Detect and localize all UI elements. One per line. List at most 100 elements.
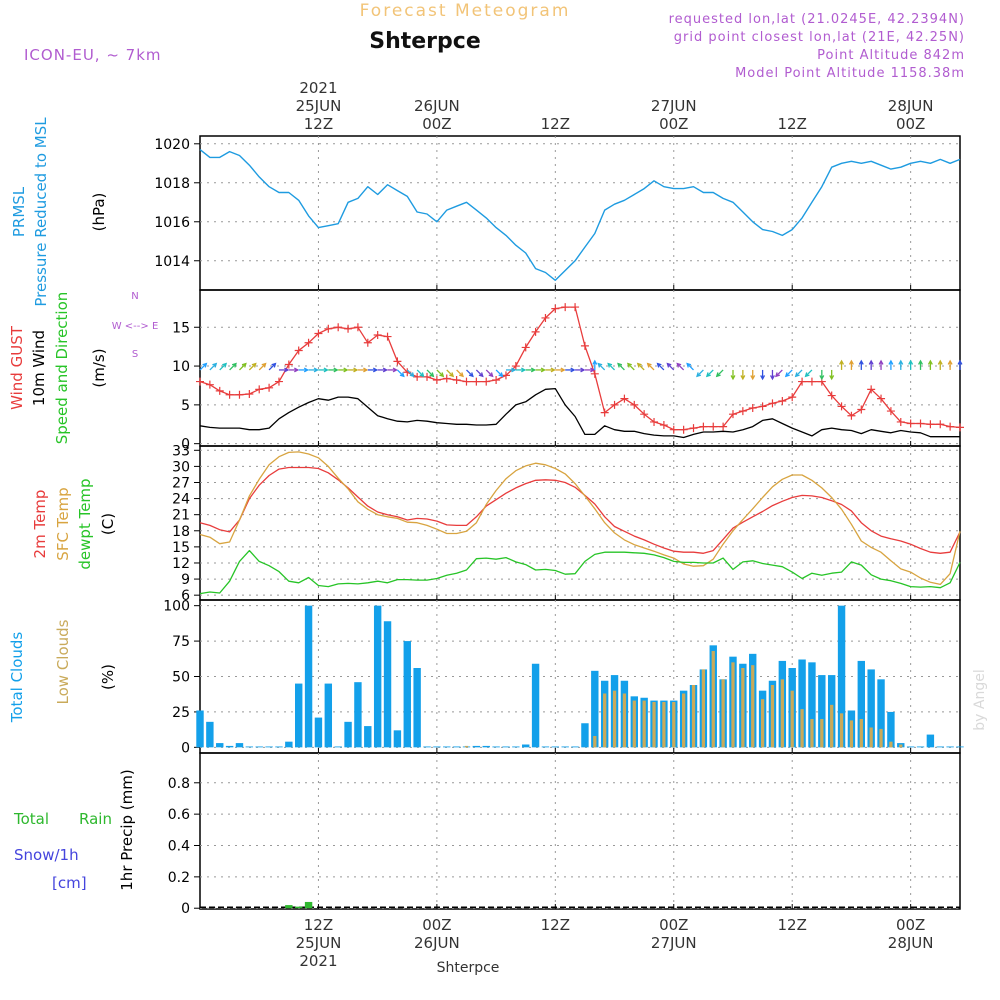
gust-marker	[926, 420, 935, 429]
total-cloud-bar	[423, 746, 431, 748]
low-cloud-bar	[662, 702, 666, 748]
y-tick-label: 25	[172, 705, 190, 721]
low-cloud-bar	[701, 669, 706, 748]
wind-direction-arrow	[258, 363, 267, 371]
low-cloud-bar	[899, 744, 903, 748]
gust-marker	[798, 377, 807, 386]
panel-frame	[199, 752, 961, 910]
gust-marker	[877, 394, 886, 403]
gust-marker	[501, 371, 510, 380]
total-cloud-bar	[393, 730, 402, 748]
panel-frame	[199, 135, 961, 291]
total-cloud-bar	[255, 746, 263, 748]
wind-direction-arrow	[627, 363, 635, 371]
gust-marker	[393, 357, 402, 366]
header: Forecast Meteogram Shterpce ICON-EU, ~ 7…	[24, 1, 988, 976]
wind-direction-arrowhead	[419, 372, 425, 378]
bottom-time-label: 12Z	[304, 916, 333, 934]
pressure-labels: PRMSL Pressure Reduced to MSL (hPa)	[10, 117, 108, 307]
wind-direction-arrow	[495, 369, 503, 377]
total-cloud-bar	[926, 734, 935, 748]
top-time-label: 28JUN	[888, 97, 934, 115]
wind-direction-arrow	[686, 363, 694, 371]
rain-bar	[285, 905, 293, 909]
wind-direction-arrowhead	[927, 359, 933, 365]
low-cloud-bar	[464, 745, 469, 748]
gust-marker	[738, 407, 747, 416]
low-cloud-bar	[869, 727, 873, 748]
total-cloud-bar	[324, 683, 333, 748]
gust-marker	[679, 425, 688, 434]
low-cloud-bar	[830, 704, 834, 748]
dewpoint-line	[199, 549, 961, 595]
top-time-label: 00Z	[422, 115, 451, 133]
low-cloud-bar	[711, 651, 715, 748]
wind-gust-label: Wind GUST	[8, 325, 26, 410]
gust-marker	[472, 377, 481, 386]
low-cloud-bar	[593, 736, 597, 748]
low-cloud-bar	[760, 699, 765, 748]
wind-direction-arrow	[396, 369, 405, 377]
precip-axis-label: 1hr Precip (mm)	[118, 769, 136, 890]
gust-marker	[788, 393, 797, 402]
gust-marker	[916, 419, 925, 428]
compass-north: N	[131, 291, 138, 302]
wind-direction-arrowhead	[597, 362, 603, 368]
gust-marker	[344, 324, 353, 333]
y-tick-label: 15	[172, 320, 190, 336]
total-cloud-bar	[571, 746, 579, 748]
wind-direction-arrowhead	[261, 362, 267, 368]
gust-marker	[758, 402, 767, 411]
total-cloud-bar	[354, 682, 362, 748]
wind-10m-line	[199, 387, 960, 439]
gust-marker	[442, 374, 451, 383]
wind-direction-arrow	[475, 369, 484, 377]
gust-marker	[541, 313, 550, 322]
total-cloud-bar	[531, 663, 540, 748]
wind-direction-arrowhead	[784, 372, 790, 378]
y-tick-label: 1014	[154, 254, 190, 270]
bottom-location-label: Shterpce	[437, 960, 500, 976]
low-cloud-bar	[770, 685, 775, 748]
gust-marker	[778, 396, 787, 405]
gust-marker	[383, 332, 392, 341]
wind-direction-arrowhead	[313, 367, 319, 373]
gust-marker	[857, 405, 866, 414]
gust-marker	[768, 399, 777, 408]
wind-direction-arrow	[716, 369, 724, 377]
wind-direction-arrow	[805, 369, 813, 377]
wind-direction-arrow	[597, 363, 606, 371]
total-cloud-bar	[344, 721, 352, 748]
t2m-line	[199, 466, 961, 554]
gust-marker	[521, 343, 530, 352]
wind-direction-arrowhead	[908, 359, 914, 365]
gust-marker	[620, 394, 629, 403]
total-cloud-bar	[225, 745, 234, 748]
wind-direction-arrowhead	[937, 359, 943, 365]
gust-marker	[314, 329, 323, 338]
wind-direction-arrow	[229, 363, 237, 371]
total-cloud-bar	[818, 675, 826, 748]
wind-direction-arrow	[219, 363, 227, 371]
y-tick-label: 50	[172, 670, 190, 686]
bottom-time-label: 25JUN	[296, 934, 342, 952]
gust-marker	[600, 408, 609, 417]
wind-direction-arrowhead	[540, 367, 546, 373]
total-cloud-bar	[522, 744, 530, 748]
tsfc-label: SFC Temp	[54, 487, 72, 560]
wind-direction-arrowhead	[607, 362, 613, 368]
pressure-line	[199, 149, 961, 281]
low-cloud-bar	[741, 668, 745, 748]
precip-panel: 0 0.2 0.4 0.6 0.8	[168, 752, 961, 917]
gust-marker	[551, 304, 560, 313]
wind-direction-arrowhead	[212, 362, 218, 368]
wind-direction-arrowhead	[878, 359, 884, 365]
wind-direction-arrowhead	[372, 367, 379, 373]
point-altitude: Point Altitude 842m	[817, 48, 965, 63]
total-cloud-bar	[196, 710, 204, 748]
wind-direction-arrowhead	[323, 367, 329, 373]
wind-direction-arrow	[666, 363, 675, 371]
